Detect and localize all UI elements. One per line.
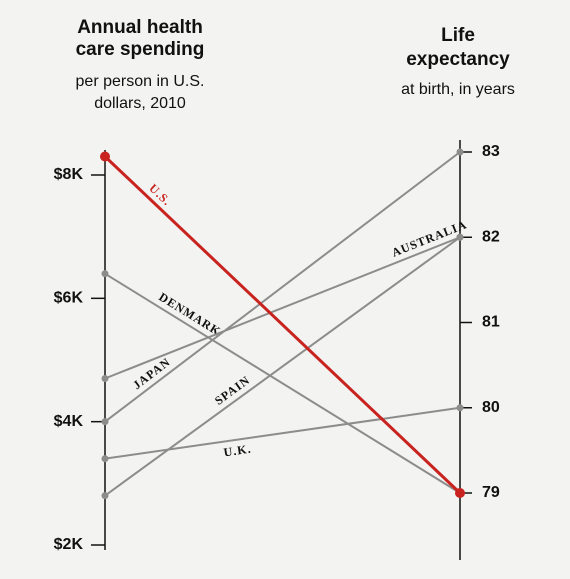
- slope-line: [105, 274, 460, 493]
- left-subtitle: per person in U.S.: [76, 73, 205, 90]
- left-subtitle: dollars, 2010: [94, 95, 186, 112]
- y2-tick-label: 83: [482, 143, 500, 160]
- right-point: [455, 488, 465, 498]
- y2-tick-label: 82: [482, 228, 500, 245]
- y-tick-label: $6K: [54, 290, 84, 307]
- series-label: U.K.: [223, 442, 253, 460]
- left-point: [102, 492, 109, 499]
- right-point: [457, 149, 464, 156]
- chart: Annual healthcare spending per person in …: [0, 0, 570, 579]
- series-label: DENMARK: [156, 290, 223, 339]
- right-subtitle: at birth, in years: [401, 81, 515, 98]
- slope-line: [105, 237, 460, 378]
- series-label: U.S.: [146, 181, 174, 209]
- y2-tick-label: 81: [482, 314, 500, 331]
- y2-tick-label: 79: [482, 484, 500, 501]
- y-tick-label: $4K: [54, 413, 84, 430]
- left-point: [102, 375, 109, 382]
- y-tick-label: $8K: [54, 166, 84, 183]
- y2-tick-label: 80: [482, 399, 500, 416]
- left-point: [100, 152, 110, 162]
- left-title: Annual health: [77, 17, 203, 38]
- left-point: [102, 270, 109, 277]
- y-tick-label: $2K: [54, 536, 84, 553]
- left-point: [102, 418, 109, 425]
- left-point: [102, 455, 109, 462]
- left-title: care spending: [76, 39, 205, 60]
- slope-line: [105, 408, 460, 459]
- right-title: expectancy: [406, 49, 510, 70]
- right-title: Life: [441, 25, 475, 46]
- right-point: [457, 234, 464, 241]
- slope-line: [105, 157, 460, 494]
- right-point: [457, 404, 464, 411]
